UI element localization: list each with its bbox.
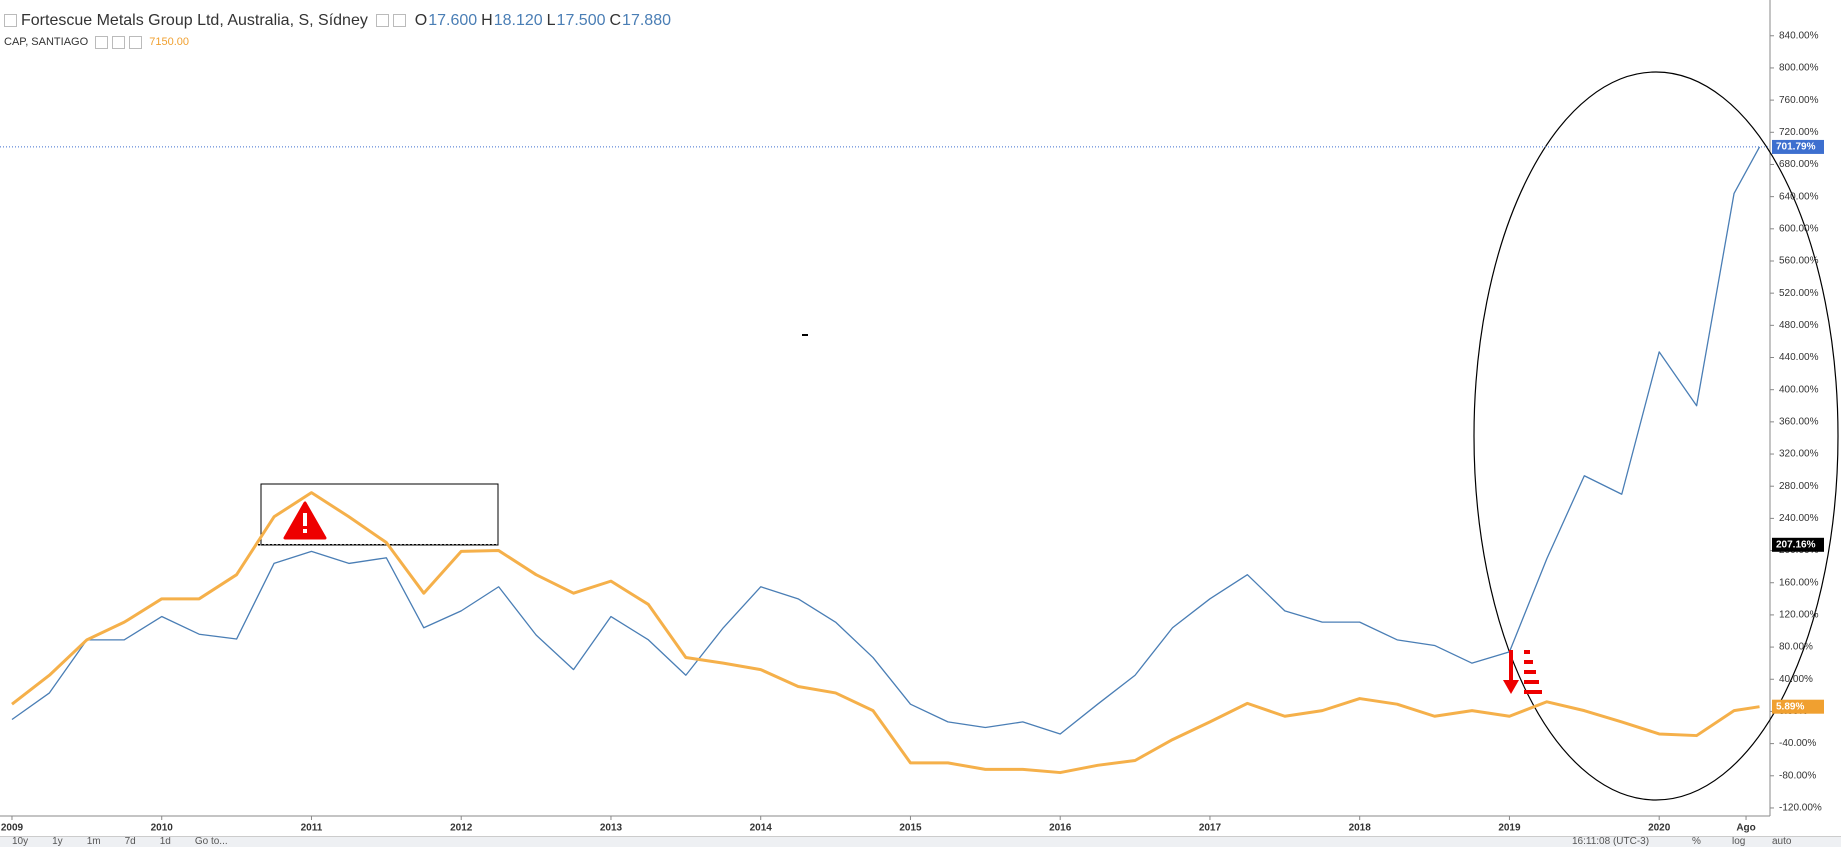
annotation-box (260, 483, 499, 546)
y-tick-label: 120.00% (1779, 610, 1819, 621)
x-tick-label: Ago (1736, 823, 1755, 834)
x-tick-label: 2013 (600, 823, 623, 834)
ohlc-key: C (609, 12, 622, 29)
ohlc-value: 17.500 (556, 12, 606, 29)
compare-legend: CAP, SANTIAGO 7150.00 (4, 36, 193, 49)
y-tick-label: 640.00% (1779, 191, 1819, 202)
ohlc-value: 17.600 (428, 12, 478, 29)
clock: 16:11:08 (UTC-3) (1572, 836, 1650, 847)
y-tick-label: 680.00% (1779, 159, 1819, 170)
price-tag (1772, 699, 1824, 714)
symbol-title: Fortescue Metals Group Ltd, Australia, S… (21, 12, 368, 29)
y-tick-label: -80.00% (1779, 770, 1816, 781)
series-line (11, 146, 1761, 735)
x-tick-label: 2017 (1199, 823, 1222, 834)
price-tag-label: 701.79% (1776, 142, 1816, 153)
scale-option[interactable]: auto (1772, 836, 1792, 847)
y-tick-label: 560.00% (1779, 256, 1819, 267)
y-tick-label: 760.00% (1779, 95, 1819, 106)
compare-value: 7150.00 (149, 36, 190, 49)
price-tag (1772, 537, 1824, 552)
visibility-icon[interactable] (393, 14, 407, 28)
symbol-legend: Fortescue Metals Group Ltd, Australia, S… (4, 12, 679, 30)
range-button[interactable]: 10y (12, 836, 29, 847)
y-tick-label: 40.00% (1779, 674, 1813, 685)
x-tick-label: 2009 (1, 823, 24, 834)
y-tick-label: 520.00% (1779, 288, 1819, 299)
y-tick-label: -120.00% (1779, 803, 1822, 814)
price-tag-label: 5.89% (1776, 701, 1804, 712)
remove-icon[interactable] (129, 36, 143, 49)
x-tick-label: 2010 (151, 823, 174, 834)
settings-icon[interactable] (376, 14, 390, 28)
ohlc-key: H (481, 12, 493, 29)
visibility-icon[interactable] (112, 36, 126, 49)
y-tick-label: 840.00% (1779, 30, 1819, 41)
y-tick-label: 320.00% (1779, 449, 1819, 460)
ohlc-key: L (546, 12, 556, 29)
x-tick-label: 2020 (1648, 823, 1671, 834)
compare-name: CAP, SANTIAGO (4, 36, 89, 49)
range-button[interactable]: 1y (52, 836, 63, 847)
x-tick-label: 2016 (1049, 823, 1072, 834)
x-tick-label: 2018 (1349, 823, 1372, 834)
y-tick-label: 280.00% (1779, 481, 1819, 492)
y-tick-label: 360.00% (1779, 416, 1819, 427)
range-button[interactable]: 1d (159, 836, 171, 847)
ohlc: O17.600 H18.120 L17.500 C17.880 (415, 12, 675, 29)
scale-option[interactable]: % (1692, 836, 1701, 847)
ohlc-key: O (414, 12, 428, 29)
y-tick-label: 440.00% (1779, 352, 1819, 363)
bottom-toolbar: 10y 1y 1m 7d 1d Go to... 16:11:08 (UTC-3)% log a… (0, 836, 1841, 847)
annotation-ellipse (1473, 71, 1839, 801)
y-tick-label: 400.00% (1779, 384, 1819, 395)
x-tick-label: 2012 (450, 823, 473, 834)
x-tick-label: 2015 (899, 823, 922, 834)
x-tick-label: 2019 (1498, 823, 1521, 834)
range-button[interactable]: 1m (86, 836, 101, 847)
ohlc-value: 18.120 (493, 12, 543, 29)
price-tag-label: 207.16% (1776, 539, 1816, 550)
y-tick-label: -40.00% (1779, 738, 1816, 749)
y-tick-label: 480.00% (1779, 320, 1819, 331)
collapse-icon[interactable] (4, 14, 17, 28)
y-tick-label: 80.00% (1779, 642, 1813, 653)
y-tick-label: 160.00% (1779, 577, 1819, 588)
x-tick-label: 2011 (301, 823, 323, 834)
settings-icon[interactable] (95, 36, 109, 49)
price-tag (1772, 139, 1824, 154)
ohlc-value: 17.880 (622, 12, 671, 29)
x-tick-label: 2014 (750, 823, 773, 834)
series-line (11, 491, 1760, 775)
range-button[interactable]: Go to... (194, 836, 228, 847)
y-tick-label: 240.00% (1779, 513, 1819, 524)
range-button[interactable]: 7d (124, 836, 136, 847)
y-tick-label: 800.00% (1779, 63, 1819, 74)
y-tick-label: 600.00% (1779, 223, 1819, 234)
y-tick-label: 720.00% (1779, 127, 1819, 138)
scale-option[interactable]: log (1732, 836, 1746, 847)
